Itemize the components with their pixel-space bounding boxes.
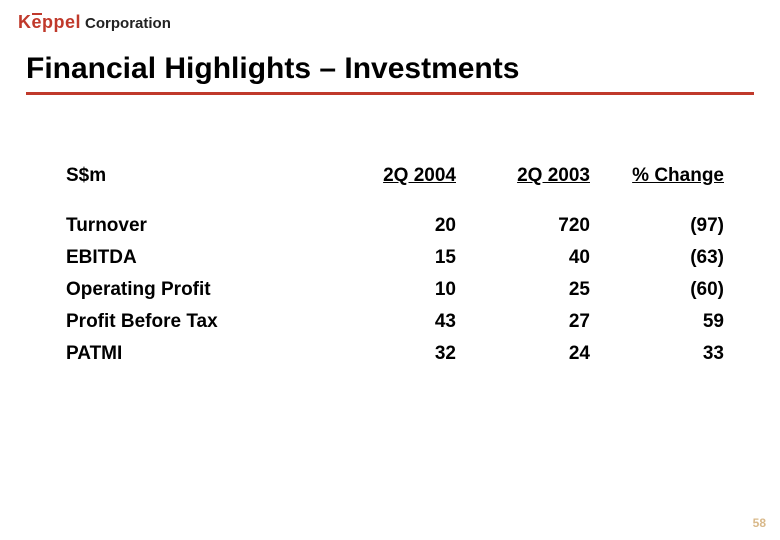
cell: 33 [596,338,730,370]
table-row: Profit Before Tax 43 27 59 [60,306,730,338]
logo-brand: Keppel [18,12,81,33]
table-header-row: S$m 2Q 2004 2Q 2003 % Change [60,160,730,192]
col-header-2: % Change [596,160,730,192]
col-header-1: 2Q 2003 [462,160,596,192]
cell: 43 [328,306,462,338]
table-row: Operating Profit 10 25 (60) [60,274,730,306]
title-rule [26,92,754,95]
financial-table: S$m 2Q 2004 2Q 2003 % Change Turnover 20… [60,160,730,370]
row-label: Operating Profit [60,274,328,306]
row-label: Turnover [60,210,328,242]
cell: 720 [462,210,596,242]
title-block: Financial Highlights – Investments [26,52,754,95]
table-row: EBITDA 15 40 (63) [60,242,730,274]
logo-suffix: Corporation [85,15,171,32]
page-title: Financial Highlights – Investments [26,52,754,86]
cell: 24 [462,338,596,370]
company-logo: Keppel Corporation [18,12,171,33]
col-header-0: 2Q 2004 [328,160,462,192]
unit-header: S$m [60,160,328,192]
cell: 40 [462,242,596,274]
cell: 25 [462,274,596,306]
page-number: 58 [753,516,766,530]
cell: (97) [596,210,730,242]
row-label: Profit Before Tax [60,306,328,338]
table-row: Turnover 20 720 (97) [60,210,730,242]
cell: 20 [328,210,462,242]
row-label: PATMI [60,338,328,370]
table-row: PATMI 32 24 33 [60,338,730,370]
cell: 59 [596,306,730,338]
row-label: EBITDA [60,242,328,274]
cell: 27 [462,306,596,338]
cell: 10 [328,274,462,306]
cell: 15 [328,242,462,274]
cell: 32 [328,338,462,370]
cell: (63) [596,242,730,274]
cell: (60) [596,274,730,306]
